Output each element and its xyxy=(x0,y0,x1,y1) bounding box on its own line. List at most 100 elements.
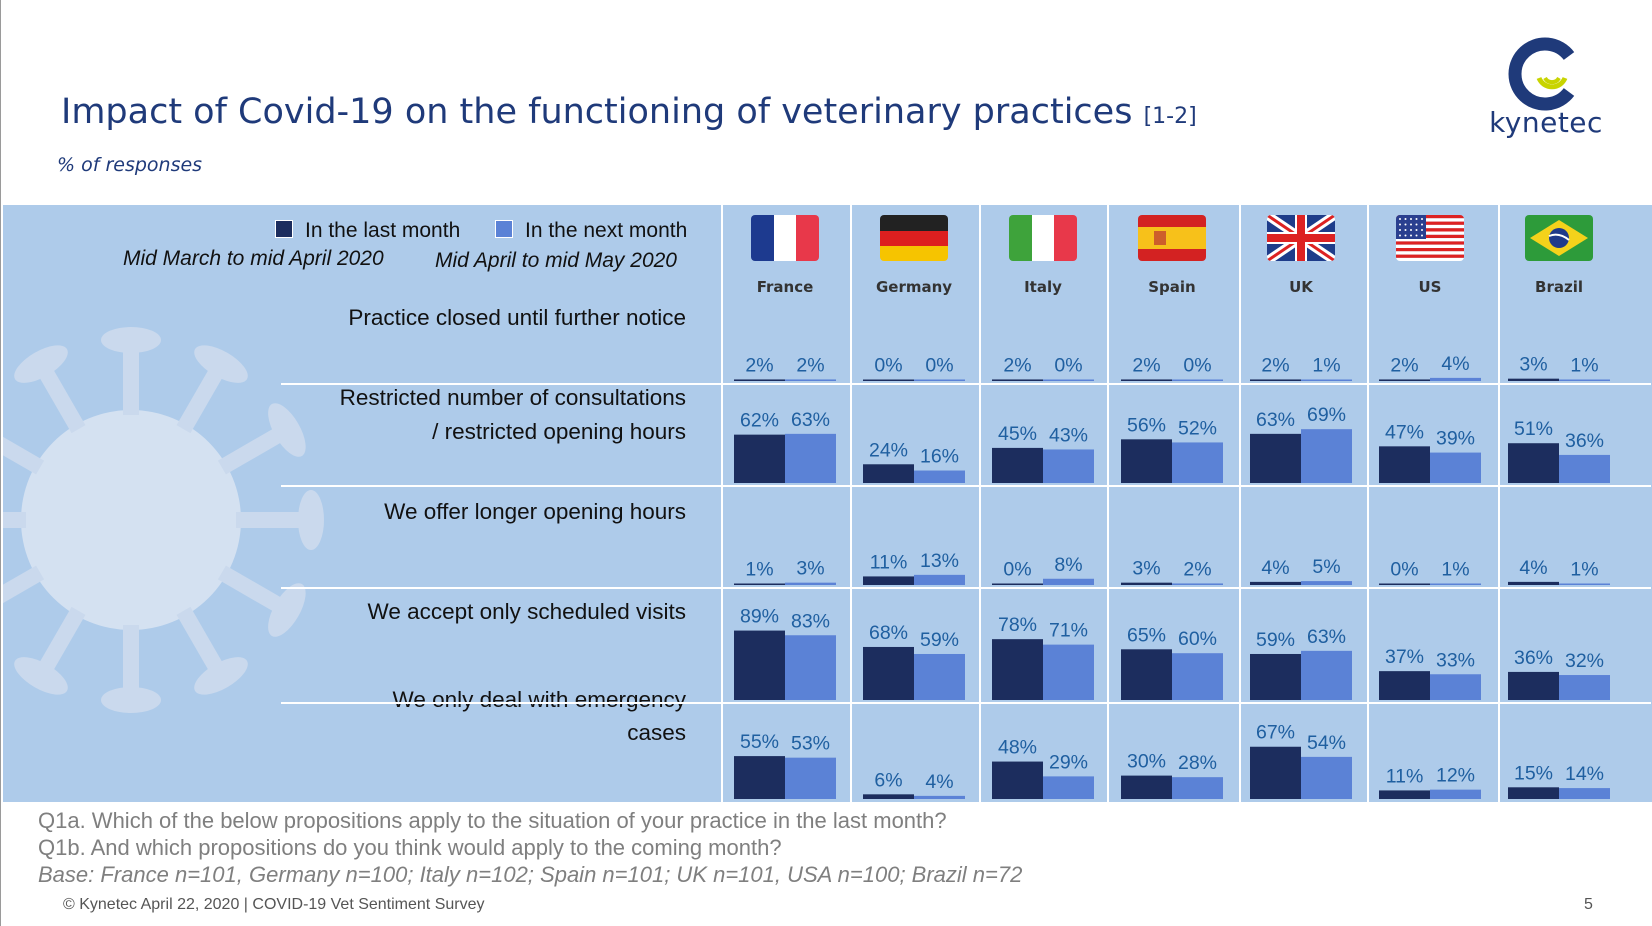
base-note: Base: France n=101, Germany n=100; Italy… xyxy=(38,862,1023,887)
data-label-last-month: 0% xyxy=(874,355,902,377)
bar-next-month xyxy=(1559,788,1610,799)
data-label-next-month: 1% xyxy=(1312,355,1340,377)
bar-next-month xyxy=(1430,674,1481,700)
bar-last-month xyxy=(1379,790,1430,799)
data-label-last-month: 4% xyxy=(1261,557,1289,579)
bar-next-month xyxy=(1301,650,1352,700)
bar-next-month xyxy=(1301,581,1352,585)
bar-last-month xyxy=(863,464,914,483)
bar-last-month xyxy=(1121,582,1172,585)
data-label-next-month: 83% xyxy=(791,610,830,632)
bar-next-month xyxy=(1430,583,1481,585)
data-label-next-month: 0% xyxy=(1183,355,1211,377)
brazil-flag-icon xyxy=(1525,215,1593,261)
bar-last-month xyxy=(1379,446,1430,483)
data-label-last-month: 68% xyxy=(869,622,908,644)
legend-label-next-month: In the next month xyxy=(525,219,688,242)
data-label-next-month: 4% xyxy=(1441,353,1469,375)
data-label-last-month: 2% xyxy=(1390,354,1418,376)
page-title: Impact of Covid-19 on the functioning of… xyxy=(61,92,1197,132)
data-label-next-month: 60% xyxy=(1178,628,1217,650)
bar-last-month xyxy=(992,761,1043,799)
data-label-last-month: 45% xyxy=(998,423,1037,445)
data-label-next-month: 5% xyxy=(1312,556,1340,578)
title-reference: [1-2] xyxy=(1143,104,1197,129)
country-label: Italy xyxy=(1024,278,1062,296)
bar-next-month xyxy=(785,757,836,799)
data-label-last-month: 0% xyxy=(1003,559,1031,581)
row-label: We only deal with emergency xyxy=(392,687,686,712)
row-divider xyxy=(281,587,1651,589)
legend-swatch-next-month xyxy=(495,220,513,238)
us-flag-icon xyxy=(1396,215,1464,261)
virus-illustration xyxy=(3,327,324,713)
question-q1a: Q1a. Which of the below propositions app… xyxy=(38,808,947,833)
bar-last-month xyxy=(863,794,914,799)
data-label-last-month: 62% xyxy=(740,410,779,432)
data-label-next-month: 33% xyxy=(1436,649,1475,671)
data-label-next-month: 4% xyxy=(925,771,953,793)
bar-last-month xyxy=(863,576,914,585)
data-label-last-month: 47% xyxy=(1385,421,1424,443)
bar-next-month xyxy=(1430,452,1481,483)
bar-last-month xyxy=(1508,581,1559,585)
bar-last-month xyxy=(1250,379,1301,381)
legend-period-next-month: Mid April to mid May 2020 xyxy=(435,249,677,272)
bar-last-month xyxy=(1508,787,1559,799)
row-label: Restricted number of consultations xyxy=(339,385,686,410)
data-label-next-month: 69% xyxy=(1307,404,1346,426)
bar-last-month xyxy=(1508,378,1559,381)
country-label: UK xyxy=(1289,278,1313,296)
bar-last-month xyxy=(1121,775,1172,799)
bar-next-month xyxy=(785,635,836,700)
data-label-next-month: 54% xyxy=(1307,732,1346,754)
bar-next-month xyxy=(785,582,836,585)
data-label-next-month: 39% xyxy=(1436,428,1475,450)
bar-next-month xyxy=(1172,777,1223,799)
bar-next-month xyxy=(914,379,965,381)
row-label: / restricted opening hours xyxy=(432,419,686,444)
bar-last-month xyxy=(1121,379,1172,381)
column-divider xyxy=(1367,205,1369,802)
bar-next-month xyxy=(1301,429,1352,483)
chart-panel: In the last month In the next month Mid … xyxy=(3,205,1652,802)
data-label-next-month: 0% xyxy=(1054,355,1082,377)
legend-label-last-month: In the last month xyxy=(305,219,461,242)
data-label-next-month: 13% xyxy=(920,550,959,572)
legend-item-last-month: In the last month xyxy=(275,219,460,243)
data-label-next-month: 14% xyxy=(1565,763,1604,785)
data-label-next-month: 3% xyxy=(796,558,824,580)
data-label-next-month: 1% xyxy=(1570,355,1598,377)
france-flag-icon xyxy=(751,215,819,261)
bar-last-month xyxy=(1250,746,1301,799)
row-divider xyxy=(281,485,1651,487)
bar-last-month xyxy=(863,379,914,381)
row-divider xyxy=(281,702,1651,704)
data-label-next-month: 43% xyxy=(1049,424,1088,446)
data-label-last-month: 2% xyxy=(1003,354,1031,376)
bar-last-month xyxy=(1379,379,1430,381)
row-label: We offer longer opening hours xyxy=(384,499,686,524)
bar-last-month xyxy=(1379,583,1430,585)
bar-next-month xyxy=(1430,789,1481,799)
data-label-last-month: 3% xyxy=(1132,558,1160,580)
bar-chart: 2% 2% 0% 0% 2% 0% 2% 0% 2% 1% 2% 4% 3% 1% 62% 63% 24% 16%… xyxy=(734,353,1610,799)
germany-flag-icon xyxy=(880,215,948,261)
country-label: US xyxy=(1418,278,1442,296)
data-label-last-month: 11% xyxy=(1386,765,1424,787)
data-label-last-month: 2% xyxy=(1261,354,1289,376)
country-label: Germany xyxy=(875,278,953,296)
column-divider xyxy=(979,205,981,802)
data-label-last-month: 2% xyxy=(1132,354,1160,376)
data-label-last-month: 67% xyxy=(1256,722,1295,744)
data-label-last-month: 0% xyxy=(1390,559,1418,581)
data-label-next-month: 1% xyxy=(1441,559,1469,581)
italy-flag-icon xyxy=(1009,215,1077,261)
data-label-last-month: 36% xyxy=(1514,647,1553,669)
data-label-next-month: 63% xyxy=(791,409,830,431)
bar-last-month xyxy=(1250,433,1301,483)
data-label-next-month: 1% xyxy=(1570,559,1598,581)
page-subtitle: % of responses xyxy=(57,154,203,176)
legend-item-next-month: In the next month xyxy=(495,219,687,243)
uk-flag-icon xyxy=(1267,215,1335,261)
